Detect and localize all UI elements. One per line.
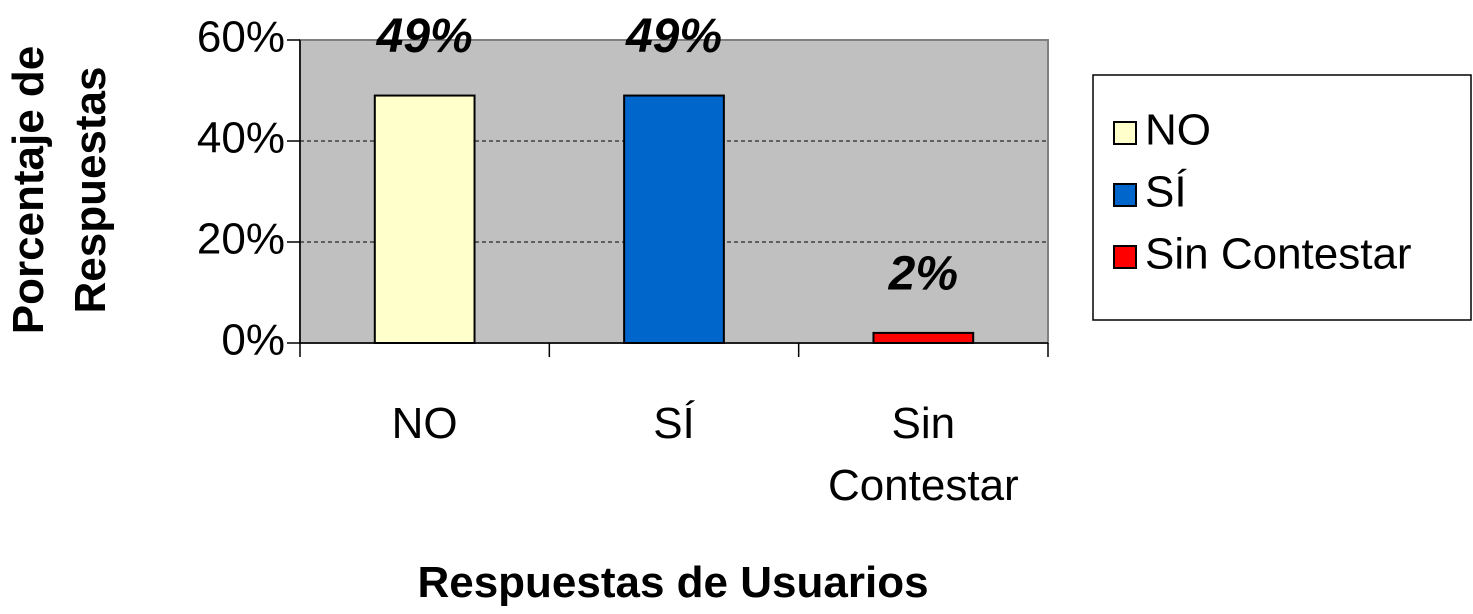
x-tick-label: SÍ [653,399,695,448]
legend-box [1092,74,1472,321]
value-label: 49% [376,10,473,63]
y-tick-label: 60% [197,13,285,62]
x-tick-label: Sin Contestar [827,399,1019,510]
legend-swatch [1113,245,1137,269]
value-label: 49% [625,10,722,63]
x-axis-label: Respuestas de Usuarios [417,558,929,607]
value-label: 2% [888,248,958,301]
legend-swatch [1113,183,1137,207]
legend-label: SÍ [1145,168,1187,217]
y-axis-label: Porcentaje de Respuestas [4,45,115,335]
legend-label: NO [1145,106,1211,155]
legend-label: Sin Contestar [1145,230,1412,279]
bar [872,331,975,344]
bar [623,94,725,344]
y-tick-label: 0% [221,316,285,365]
bar [373,94,476,344]
y-tick-label: 20% [197,215,285,264]
legend-swatch [1113,121,1137,145]
x-tick-label: NO [391,399,458,448]
y-tick-label: 40% [197,114,285,163]
